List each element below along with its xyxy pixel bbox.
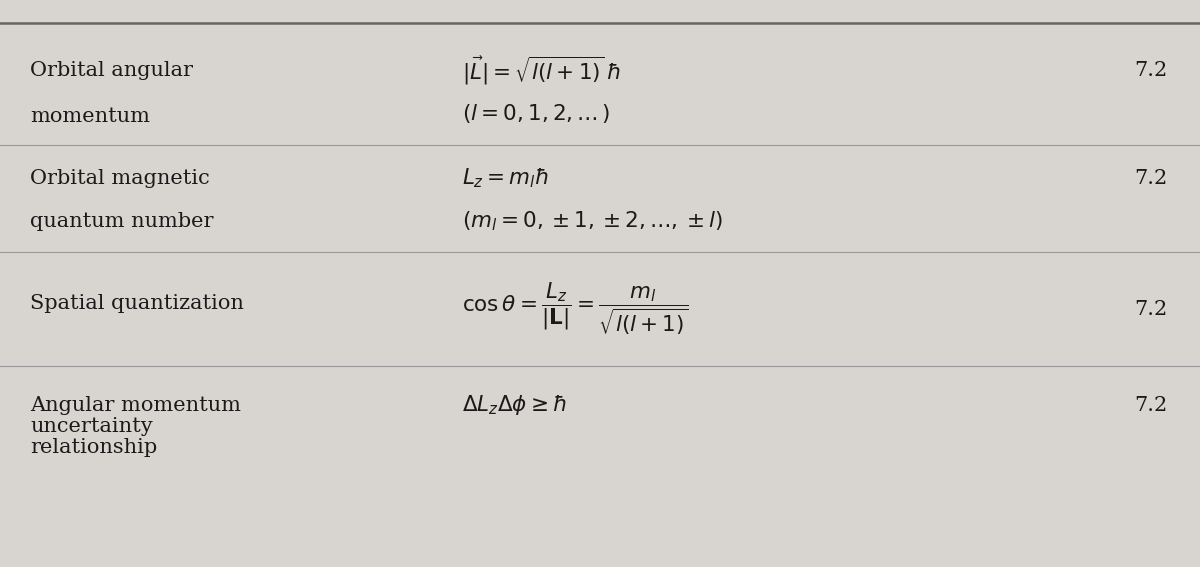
Text: Angular momentum: Angular momentum — [30, 396, 241, 415]
Text: 7.2: 7.2 — [1134, 61, 1168, 81]
Text: quantum number: quantum number — [30, 211, 214, 231]
Text: $L_z = m_l\hbar$: $L_z = m_l\hbar$ — [462, 167, 548, 191]
Text: $\cos\theta = \dfrac{L_z}{|\mathbf{L}|} = \dfrac{m_l}{\sqrt{l(l+1)}}$: $\cos\theta = \dfrac{L_z}{|\mathbf{L}|} … — [462, 281, 689, 337]
Text: uncertainty: uncertainty — [30, 417, 152, 436]
Text: Orbital magnetic: Orbital magnetic — [30, 169, 210, 188]
Text: relationship: relationship — [30, 438, 157, 458]
Text: $|\vec{L}| = \sqrt{l(l + 1)}\,\hbar$: $|\vec{L}| = \sqrt{l(l + 1)}\,\hbar$ — [462, 55, 620, 87]
Text: $\Delta L_z \Delta\phi \geq \hbar$: $\Delta L_z \Delta\phi \geq \hbar$ — [462, 393, 566, 417]
Text: 7.2: 7.2 — [1134, 169, 1168, 188]
Text: momentum: momentum — [30, 107, 150, 126]
Text: 7.2: 7.2 — [1134, 299, 1168, 319]
Text: $(l = 0, 1, 2, \ldots\,)$: $(l = 0, 1, 2, \ldots\,)$ — [462, 102, 611, 125]
Text: 7.2: 7.2 — [1134, 396, 1168, 415]
Text: $(m_l = 0, \pm 1, \pm 2, \ldots, \pm l)$: $(m_l = 0, \pm 1, \pm 2, \ldots, \pm l)$ — [462, 209, 722, 233]
Text: Orbital angular: Orbital angular — [30, 61, 193, 81]
Text: Spatial quantization: Spatial quantization — [30, 294, 244, 313]
